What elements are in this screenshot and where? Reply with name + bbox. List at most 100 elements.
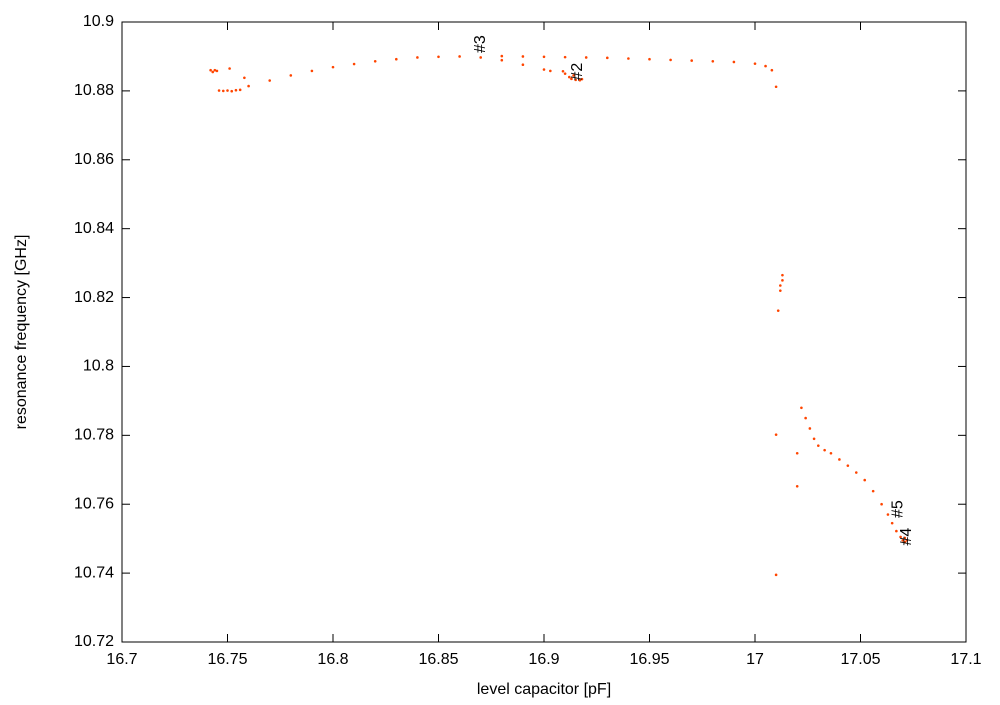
point [871, 489, 875, 493]
x-tick-label: 17.05 [840, 651, 880, 668]
point [247, 84, 250, 88]
point [648, 57, 651, 61]
point [310, 69, 314, 73]
point [829, 451, 833, 455]
point [521, 55, 525, 58]
point [808, 427, 812, 430]
point [863, 478, 867, 482]
point [243, 76, 246, 80]
point [812, 437, 816, 441]
point [732, 60, 736, 64]
point [542, 68, 546, 71]
point [899, 535, 902, 539]
point [217, 89, 221, 92]
point [804, 416, 807, 420]
point [779, 284, 782, 287]
point [213, 68, 217, 72]
point [800, 406, 803, 410]
y-tick-label: 10.84 [74, 220, 114, 237]
annotation: #3 [472, 35, 489, 53]
point [770, 68, 774, 72]
point [268, 79, 272, 82]
point [230, 89, 234, 93]
point [823, 448, 826, 452]
point [764, 64, 767, 68]
point [578, 78, 582, 82]
point [753, 62, 757, 65]
y-tick-label: 10.72 [74, 633, 114, 650]
point [690, 59, 693, 62]
x-axis-label: level capacitor [pF] [477, 681, 611, 698]
point [238, 88, 242, 92]
x-tick-label: 16.75 [207, 651, 247, 668]
point [221, 89, 225, 93]
point [352, 62, 356, 66]
point [781, 273, 784, 277]
point [437, 55, 440, 59]
point [234, 88, 238, 92]
y-tick-label: 10.86 [74, 151, 114, 168]
y-tick-label: 10.88 [74, 82, 114, 99]
point [215, 69, 219, 73]
x-tick-label: 16.8 [317, 651, 348, 668]
point [584, 56, 588, 59]
point [669, 58, 672, 62]
point [795, 485, 799, 488]
point [795, 451, 799, 455]
point [549, 69, 552, 73]
point [854, 471, 858, 474]
point [774, 573, 778, 577]
point [458, 55, 461, 58]
point [901, 539, 904, 542]
y-tick-label: 10.78 [74, 427, 114, 444]
point [228, 67, 231, 70]
point [500, 58, 504, 62]
point [903, 536, 907, 540]
plot-frame [121, 21, 967, 643]
point [711, 59, 715, 63]
point [817, 444, 820, 447]
y-tick-label: 10.8 [83, 358, 114, 375]
point [838, 458, 841, 461]
y-tick-label: 10.74 [74, 564, 114, 581]
y-tick-label: 10.9 [83, 13, 114, 30]
point [373, 59, 377, 63]
y-tick-label: 10.76 [74, 495, 114, 512]
point [570, 77, 573, 81]
point [479, 56, 483, 59]
point [289, 74, 293, 77]
point [774, 85, 778, 89]
x-tick-label: 16.85 [418, 651, 458, 668]
point [500, 54, 504, 58]
point [606, 56, 609, 60]
annotation: #4 [898, 528, 915, 546]
point [895, 529, 898, 533]
point [572, 74, 575, 77]
point [574, 78, 577, 82]
annotation: #5 [890, 500, 907, 518]
point [903, 540, 907, 544]
point [209, 68, 212, 72]
point [886, 513, 890, 516]
point [774, 433, 778, 436]
point [779, 289, 782, 292]
point [890, 521, 894, 525]
point [846, 464, 850, 467]
point [395, 57, 398, 61]
point [521, 63, 525, 67]
point [781, 279, 784, 282]
point [563, 72, 567, 75]
x-tick-label: 16.95 [629, 651, 669, 668]
point [880, 502, 883, 506]
point [561, 69, 565, 73]
x-tick-label: 16.9 [528, 651, 559, 668]
point [568, 75, 571, 79]
point [331, 65, 335, 69]
point [542, 55, 546, 59]
point [580, 77, 584, 81]
x-tick-label: 17.1 [950, 651, 981, 668]
point [226, 89, 229, 92]
point [416, 56, 419, 59]
